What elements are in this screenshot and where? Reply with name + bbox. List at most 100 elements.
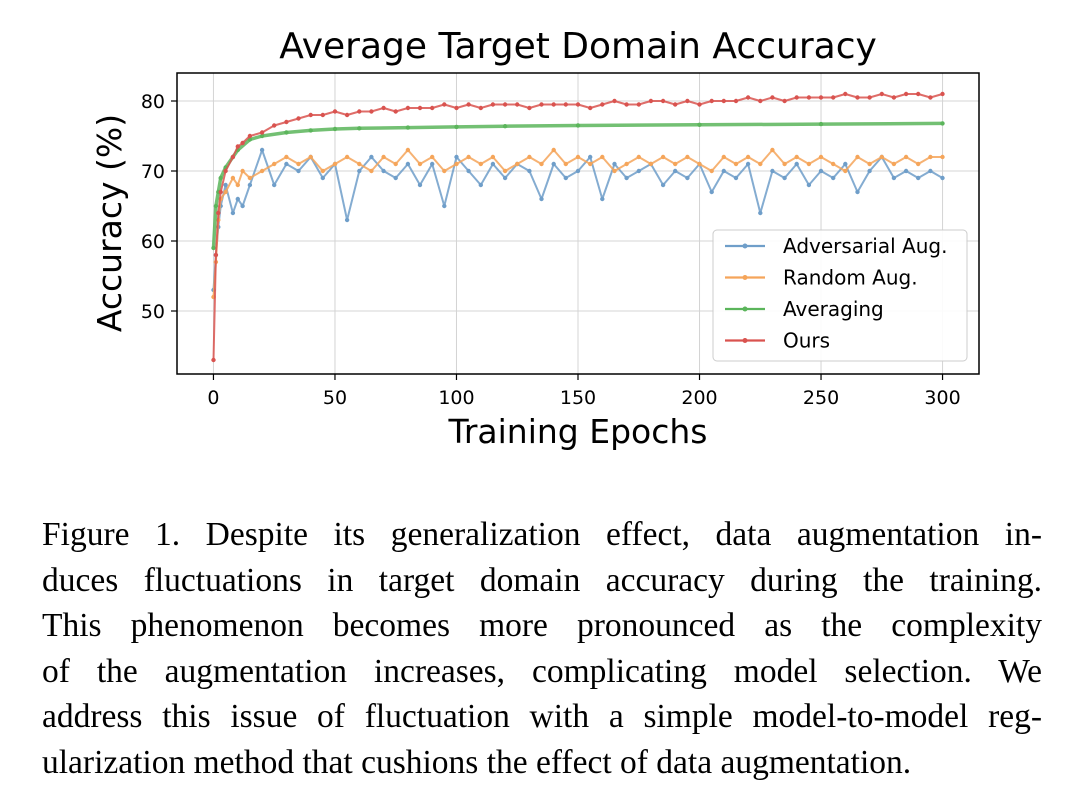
data-point xyxy=(563,175,568,181)
data-point xyxy=(794,154,799,160)
data-point xyxy=(782,161,787,167)
legend: Adversarial Aug. Random Aug. Averaging Ours xyxy=(712,229,968,362)
data-point xyxy=(636,102,641,107)
data-point xyxy=(612,98,617,104)
data-point xyxy=(332,161,338,167)
caption-line: ularization method that cushions the eff… xyxy=(42,743,912,781)
data-point xyxy=(709,189,714,195)
legend-marker xyxy=(742,275,748,280)
series-3 xyxy=(211,91,945,363)
data-point xyxy=(928,95,933,100)
data-point xyxy=(660,154,666,160)
data-point xyxy=(879,154,884,160)
data-point xyxy=(442,168,447,174)
data-point xyxy=(721,168,726,174)
data-point xyxy=(855,95,860,100)
data-point xyxy=(624,102,629,107)
data-point xyxy=(515,102,520,107)
legend-marker xyxy=(742,338,748,343)
data-point xyxy=(575,168,581,174)
data-point xyxy=(733,98,739,104)
data-point xyxy=(357,126,362,131)
data-point xyxy=(539,102,544,107)
data-point xyxy=(405,161,411,167)
data-point xyxy=(940,154,945,160)
data-point xyxy=(405,105,411,111)
data-point xyxy=(891,161,897,167)
data-point xyxy=(891,175,897,181)
data-point xyxy=(284,119,289,125)
data-point xyxy=(673,102,678,107)
data-point xyxy=(502,124,508,129)
data-point xyxy=(818,168,824,174)
data-point xyxy=(393,109,398,114)
data-point xyxy=(417,182,423,188)
data-point xyxy=(818,154,824,160)
data-point xyxy=(575,123,581,128)
data-point xyxy=(588,105,593,111)
data-point xyxy=(527,154,532,160)
data-point xyxy=(685,98,690,104)
data-point xyxy=(539,196,544,202)
data-point xyxy=(721,98,726,104)
data-point xyxy=(903,91,909,97)
data-point xyxy=(733,161,739,167)
data-point xyxy=(588,161,593,167)
data-point xyxy=(916,161,921,167)
data-point xyxy=(308,112,313,118)
data-point xyxy=(235,144,240,149)
legend-box xyxy=(712,229,968,362)
data-point xyxy=(940,121,945,126)
data-point xyxy=(259,147,265,153)
x-tick-label: 250 xyxy=(803,387,839,409)
data-point xyxy=(831,175,836,181)
data-point xyxy=(867,95,872,100)
data-point xyxy=(612,168,617,174)
data-point xyxy=(758,210,763,216)
data-point xyxy=(259,168,265,174)
data-point xyxy=(551,161,556,167)
data-point xyxy=(381,168,386,174)
y-axis-label: Accuracy (%) xyxy=(90,114,129,332)
data-point xyxy=(745,161,751,167)
y-tick-label: 60 xyxy=(141,231,165,253)
data-point xyxy=(733,175,739,181)
data-point xyxy=(211,357,216,363)
data-point xyxy=(928,154,933,160)
data-point xyxy=(794,95,799,100)
data-point xyxy=(442,102,447,107)
data-point xyxy=(563,161,568,167)
data-point xyxy=(284,161,289,167)
data-point xyxy=(624,161,629,167)
data-point xyxy=(240,140,245,146)
x-tick-label: 200 xyxy=(681,387,717,409)
data-point xyxy=(272,161,277,167)
data-point xyxy=(758,98,763,104)
data-point xyxy=(648,161,654,167)
data-point xyxy=(466,154,471,160)
data-point xyxy=(230,175,236,181)
data-point xyxy=(709,168,714,174)
data-point xyxy=(831,161,836,167)
data-point xyxy=(502,102,508,107)
data-point xyxy=(332,109,338,114)
data-point xyxy=(213,252,219,258)
data-point xyxy=(247,133,253,139)
legend-label: Adversarial Aug. xyxy=(783,234,947,258)
data-point xyxy=(673,161,678,167)
data-point xyxy=(381,154,386,160)
data-point xyxy=(240,168,245,174)
data-point xyxy=(369,154,374,160)
data-point xyxy=(782,175,787,181)
data-point xyxy=(539,161,544,167)
data-point xyxy=(563,102,568,107)
data-point xyxy=(515,161,520,167)
data-point xyxy=(806,182,812,188)
data-point xyxy=(216,210,221,216)
data-point xyxy=(575,102,581,107)
data-point xyxy=(344,217,350,223)
data-point xyxy=(223,182,228,188)
data-point xyxy=(223,189,228,195)
data-point xyxy=(831,95,836,100)
data-point xyxy=(272,182,277,188)
